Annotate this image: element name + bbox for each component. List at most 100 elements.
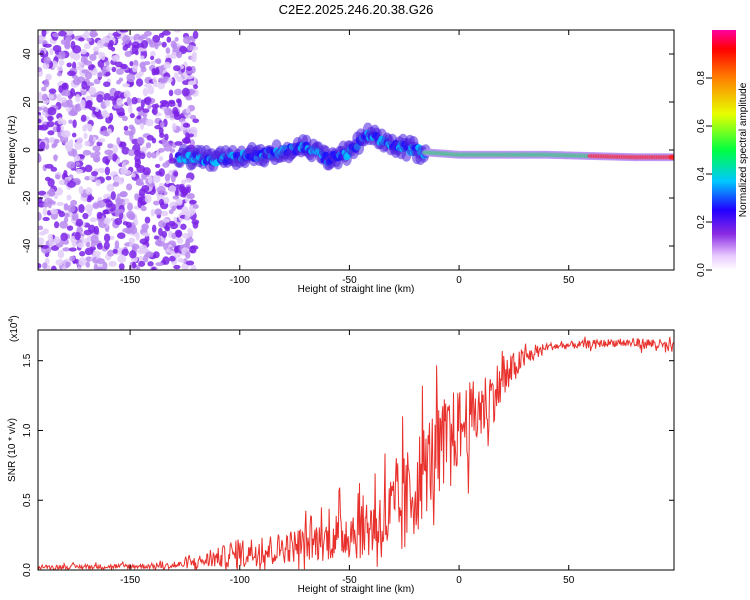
noise-blob (109, 235, 115, 240)
noise-blob (124, 50, 132, 57)
noise-blob (66, 161, 76, 169)
noise-blob (184, 75, 194, 80)
noise-blob (162, 197, 170, 204)
noise-blob (117, 232, 126, 240)
noise-blob (141, 232, 151, 237)
noise-blob (173, 30, 182, 33)
noise-blob (171, 122, 177, 131)
noise-blob (164, 173, 171, 182)
noise-blob (165, 47, 171, 55)
noise-blob (189, 126, 198, 135)
y-tick-label: 40 (22, 48, 33, 60)
noise-blob (47, 107, 57, 116)
snr-panel: -150 -100 -50 0 50 0.0 0.5 1.0 1.5 Height of st… (7, 315, 675, 595)
noise-blob (56, 124, 61, 133)
y-tick-label: 0.0 (22, 563, 33, 577)
noise-blob (93, 51, 99, 56)
noise-blob (71, 212, 79, 221)
noise-blob (158, 227, 163, 237)
noise-blob (92, 250, 101, 257)
noise-blob (52, 44, 62, 53)
x-tick-label: 50 (563, 575, 575, 586)
noise-blob (150, 55, 155, 61)
noise-blob (187, 228, 192, 234)
noise-blob (41, 86, 47, 92)
noise-blob (120, 63, 128, 70)
x-tick-label: -100 (230, 575, 250, 586)
noise-blob (103, 81, 111, 88)
snr-x-label: Height of straight line (km) (298, 584, 415, 595)
noise-blob (182, 36, 191, 45)
noise-blob (180, 188, 189, 197)
noise-blob (150, 151, 158, 159)
noise-blob (161, 41, 167, 48)
noise-blob (90, 152, 95, 159)
noise-blob (50, 166, 58, 172)
noise-blob (63, 169, 68, 177)
noise-blob (103, 241, 110, 250)
x-tick-label: -50 (342, 575, 357, 586)
noise-blob (138, 188, 146, 198)
noise-blob (139, 55, 145, 60)
noise-blob (182, 72, 188, 78)
noise-blob (186, 193, 195, 200)
noise-blob (160, 210, 169, 217)
noise-blob (85, 204, 94, 213)
noise-blob (84, 71, 93, 80)
noise-blob (72, 78, 82, 86)
noise-blob (53, 221, 60, 229)
noise-blob (41, 40, 48, 45)
noise-blob (89, 217, 97, 223)
noise-blob (122, 45, 128, 51)
noise-blob (97, 266, 104, 270)
noise-blob (176, 238, 184, 244)
colorbar-ticks: 0.0 0.2 0.4 0.6 0.8 (696, 71, 712, 277)
noise-blob (135, 181, 145, 186)
noise-blob (128, 213, 135, 220)
noise-blob (85, 82, 95, 87)
noise-blob (79, 99, 86, 109)
noise-blob (173, 264, 181, 270)
noise-blob (161, 230, 168, 238)
noise-blob (107, 154, 113, 161)
noise-blob (67, 98, 73, 108)
noise-blob (129, 113, 135, 119)
noise-blob (144, 216, 151, 224)
noise-blob (152, 174, 161, 183)
noise-blob (181, 232, 191, 239)
noise-blob (68, 119, 73, 124)
noise-blob (163, 76, 169, 82)
noise-blob (47, 130, 55, 136)
noise-blob (56, 71, 63, 77)
noise-blob (78, 257, 87, 267)
noise-blob (107, 249, 115, 257)
noise-blob (48, 94, 55, 100)
noise-blob (103, 93, 111, 102)
noise-blob (114, 217, 123, 226)
noise-blob (83, 60, 93, 66)
noise-blob (154, 43, 159, 50)
noise-blob (112, 144, 119, 154)
noise-blob (131, 173, 136, 178)
noise-blob (65, 30, 74, 36)
noise-blob (160, 121, 165, 129)
noise-blob (158, 156, 164, 162)
noise-blob (165, 222, 170, 231)
noise-blob (115, 158, 121, 165)
noise-blob (96, 258, 105, 265)
noise-blob (150, 60, 156, 66)
noise-blob (86, 99, 93, 108)
noise-blob (74, 104, 80, 110)
noise-blob (128, 237, 136, 244)
spectrogram-heatmap (38, 30, 674, 270)
noise-blob (39, 231, 46, 236)
noise-blob (105, 202, 113, 208)
noise-blob (67, 204, 76, 213)
noise-blob (74, 140, 83, 150)
noise-blob (42, 262, 48, 269)
noise-blob (95, 179, 101, 187)
noise-blob (111, 153, 118, 162)
y-tick-label: 0 (22, 147, 33, 153)
noise-blob (122, 221, 129, 226)
noise-blob (182, 139, 191, 144)
